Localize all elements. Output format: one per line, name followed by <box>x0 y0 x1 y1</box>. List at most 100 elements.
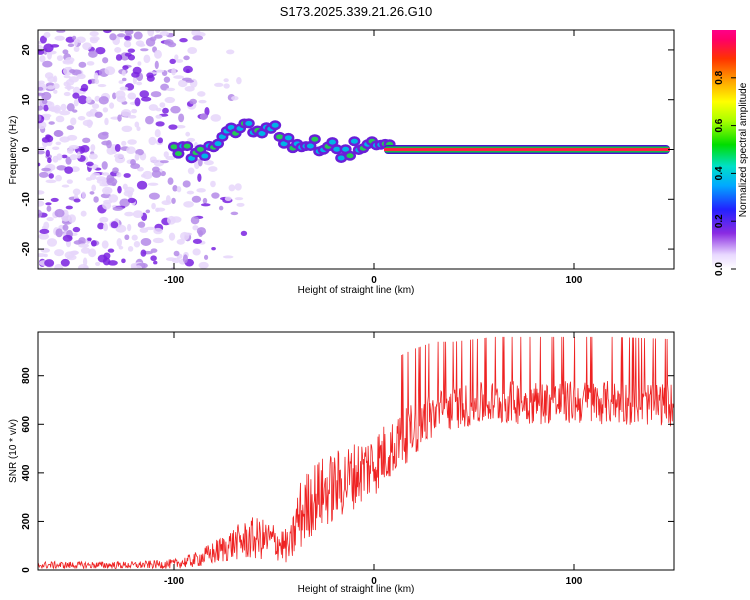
noise-blob <box>164 96 176 104</box>
noise-blob <box>82 137 91 144</box>
noise-blob <box>60 258 70 267</box>
noise-blob <box>82 257 88 266</box>
noise-blob <box>145 37 156 47</box>
noise-blob <box>114 153 125 159</box>
noise-blob <box>43 43 54 53</box>
noise-blob <box>140 249 147 257</box>
noise-blob <box>112 92 117 100</box>
noise-blob <box>104 117 109 126</box>
noise-blob <box>55 174 62 182</box>
noise-blob <box>145 115 154 125</box>
noise-blob <box>53 75 58 83</box>
noise-blob <box>38 253 46 258</box>
noise-blob <box>112 167 119 174</box>
noise-blob <box>115 54 123 61</box>
snr-series-line <box>38 336 674 570</box>
noise-blob <box>192 35 204 41</box>
noise-blob <box>39 55 46 63</box>
noise-blob <box>208 166 218 172</box>
noise-blob <box>107 248 115 253</box>
noise-blob <box>117 33 126 38</box>
noise-blob <box>122 65 129 70</box>
noise-blob <box>148 104 159 111</box>
noise-blob <box>59 136 70 143</box>
noise-blob <box>48 121 55 125</box>
noise-blob <box>38 209 43 218</box>
noise-blob <box>236 77 242 85</box>
noise-blob <box>185 131 191 137</box>
noise-blob <box>118 80 124 84</box>
noise-blob <box>89 191 95 195</box>
ridge-blob-core <box>214 141 222 147</box>
colorbar-label: Normalized spectral amplitude <box>738 82 749 217</box>
ridge-blob-core <box>346 153 354 159</box>
y-tick-label: 20 <box>21 44 32 56</box>
noise-blob <box>136 81 143 86</box>
noise-blob <box>169 58 176 65</box>
noise-blob <box>110 221 119 229</box>
noise-blob <box>134 265 143 269</box>
noise-blob <box>38 171 49 178</box>
noise-blob <box>109 33 117 41</box>
noise-blob <box>127 54 136 61</box>
ridge-blob-core <box>183 143 191 149</box>
noise-blob <box>121 140 127 146</box>
noise-blob <box>210 114 222 122</box>
noise-blob <box>187 47 198 54</box>
noise-blob <box>121 258 126 264</box>
noise-blob <box>76 151 81 159</box>
noise-blob <box>159 160 169 164</box>
noise-blob <box>134 97 141 107</box>
colorbar-ticks: 0.0 0.2 0.4 0.6 0.8 <box>714 70 736 276</box>
snr-frame <box>37 331 675 571</box>
colorbar-gradient <box>712 30 736 269</box>
noise-blob <box>62 66 73 76</box>
y-tick-label: 200 <box>21 513 32 530</box>
noise-blob <box>65 205 73 210</box>
noise-blob <box>127 139 137 145</box>
noise-blob <box>211 192 220 199</box>
noise-blob <box>54 249 65 257</box>
noise-blob <box>137 221 146 228</box>
noise-blob <box>141 96 152 102</box>
y-tick-label: 10 <box>21 94 32 106</box>
noise-blob <box>97 83 107 88</box>
noise-blob <box>102 107 109 113</box>
noise-blob <box>69 154 78 161</box>
noise-blob <box>154 49 162 59</box>
ridge-blob-core <box>306 143 314 149</box>
noise-blob <box>101 240 109 249</box>
ridge-blob-core <box>311 136 319 142</box>
noise-blob <box>154 129 161 138</box>
noise-blob <box>89 153 98 160</box>
noise-blob <box>145 209 151 214</box>
noise-blob <box>38 200 45 207</box>
noise-blob <box>108 194 119 203</box>
noise-blob <box>102 57 109 64</box>
ridge-blob-core <box>328 139 336 145</box>
noise-blob <box>177 79 188 88</box>
noise-blob <box>38 150 45 155</box>
noise-blob <box>173 250 180 257</box>
noise-blob <box>118 245 124 250</box>
noise-blob <box>126 146 136 155</box>
noise-blob <box>168 124 178 130</box>
noise-blob <box>230 211 239 216</box>
noise-blob <box>173 75 185 79</box>
noise-blob <box>199 113 208 121</box>
noise-blob <box>131 234 138 241</box>
ridge-blob-core <box>350 138 358 144</box>
y-tick-label: 600 <box>21 416 32 433</box>
noise-blob <box>85 96 92 104</box>
noise-blob <box>152 237 164 244</box>
noise-blob <box>114 47 122 53</box>
noise-blob <box>203 160 214 166</box>
noise-blob <box>115 224 127 233</box>
ridge-blob-core <box>276 134 284 140</box>
y-tick-label: 800 <box>21 367 32 384</box>
noise-blob <box>56 165 67 171</box>
ridge-blob-core <box>342 146 350 152</box>
noise-blob <box>90 240 97 247</box>
noise-blob <box>223 78 229 83</box>
noise-blob <box>159 102 166 108</box>
